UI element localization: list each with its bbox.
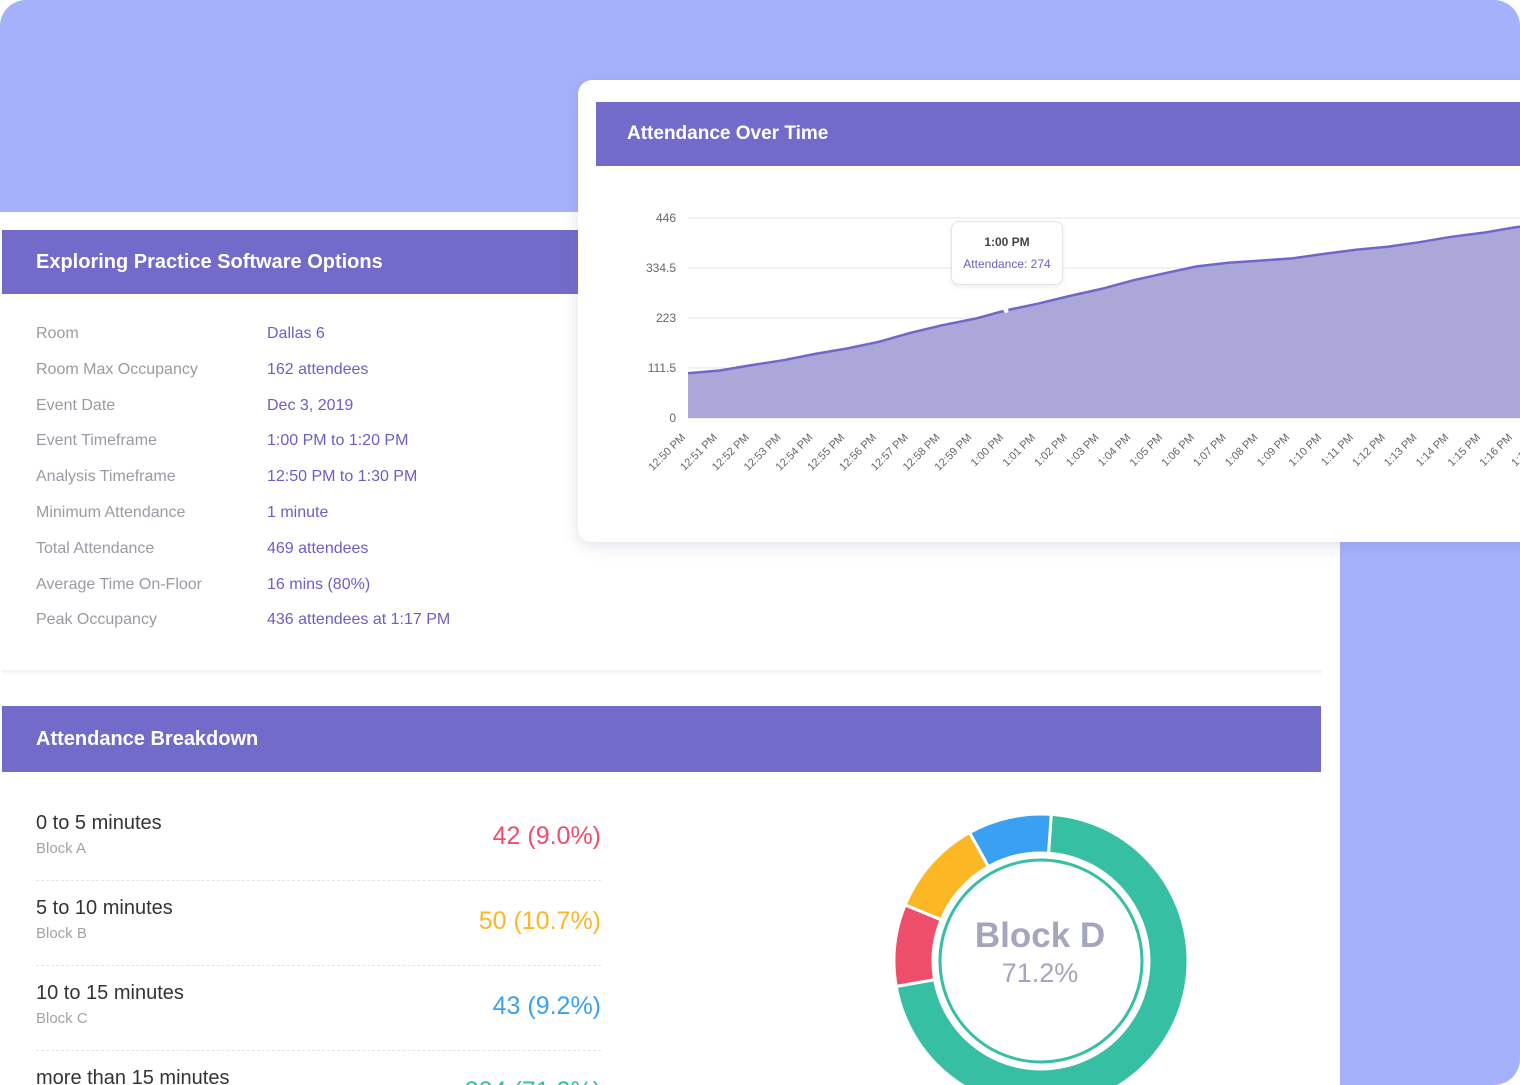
breakdown-value: 42 (9.0%) bbox=[492, 822, 601, 850]
x-tick-label: 1:03 PM bbox=[1064, 432, 1101, 469]
x-tick-label: 1:14 PM bbox=[1414, 432, 1451, 469]
data-point[interactable] bbox=[1003, 307, 1009, 313]
chart-title: Attendance Over Time bbox=[627, 123, 829, 144]
x-tick-label: 1:11 PM bbox=[1319, 432, 1356, 469]
x-tick-label: 1:13 PM bbox=[1382, 432, 1419, 469]
detail-value: 436 attendees at 1:17 PM bbox=[267, 611, 451, 629]
section-divider bbox=[2, 670, 1322, 676]
x-tick-label: 1:04 PM bbox=[1096, 432, 1133, 469]
breakdown-block: Block C bbox=[36, 1010, 88, 1027]
x-tick-label: 1:06 PM bbox=[1159, 432, 1196, 469]
x-tick-label: 1:01 PM bbox=[1000, 432, 1037, 469]
breakdown-range: 0 to 5 minutes bbox=[36, 812, 162, 834]
detail-value: 469 attendees bbox=[267, 539, 369, 557]
detail-label: Room Max Occupancy bbox=[36, 360, 198, 378]
detail-label: Average Time On-Floor bbox=[36, 575, 202, 593]
breakdown-item: 0 to 5 minutes Block A 42 (9.0%) bbox=[36, 800, 601, 884]
y-tick-label: 446 bbox=[656, 211, 676, 225]
breakdown-block: Block A bbox=[36, 840, 87, 857]
detail-label: Minimum Attendance bbox=[36, 504, 186, 521]
breakdown-range: more than 15 minutes bbox=[36, 1067, 230, 1085]
breakdown-value: 334 (71.2%) bbox=[465, 1077, 601, 1085]
tooltip-value: Attendance: 274 bbox=[963, 257, 1051, 271]
x-tick-label: 1:15 PM bbox=[1446, 432, 1483, 469]
detail-label: Room bbox=[36, 325, 79, 342]
detail-value: 162 attendees bbox=[267, 360, 369, 378]
detail-value: Dallas 6 bbox=[267, 325, 325, 342]
detail-label: Event Date bbox=[36, 396, 116, 414]
detail-label: Peak Occupancy bbox=[36, 611, 157, 629]
breakdown-item: 5 to 10 minutes Block B 50 (10.7%) bbox=[36, 885, 601, 969]
detail-value: 1:00 PM to 1:20 PM bbox=[267, 432, 409, 450]
x-tick-label: 1:07 PM bbox=[1191, 432, 1228, 469]
breakdown-header: Attendance Breakdown bbox=[2, 706, 1321, 772]
detail-label: Total Attendance bbox=[36, 539, 155, 557]
y-tick-label: 223 bbox=[656, 311, 676, 325]
attendance-line bbox=[687, 225, 1520, 375]
breakdown-range: 5 to 10 minutes bbox=[36, 897, 173, 919]
x-tick-label: 1:02 PM bbox=[1032, 432, 1069, 469]
y-tick-label: 334.5 bbox=[646, 261, 676, 275]
breakdown-value: 50 (10.7%) bbox=[478, 907, 601, 935]
donut-selected-ring bbox=[938, 858, 1144, 1064]
event-title: Exploring Practice Software Options bbox=[36, 250, 383, 273]
x-tick-label: 1:16 PM bbox=[1477, 432, 1514, 469]
breakdown-separator bbox=[36, 965, 601, 966]
breakdown-separator bbox=[36, 880, 601, 881]
x-tick-label: 1:09 PM bbox=[1255, 432, 1292, 469]
detail-value: 1 minute bbox=[267, 504, 329, 521]
chart-title-header: Attendance Over Time bbox=[596, 102, 1520, 166]
detail-label: Event Timeframe bbox=[36, 432, 157, 450]
donut-selected-percent: 71.2% bbox=[1001, 958, 1079, 988]
detail-value: 16 mins (80%) bbox=[267, 575, 371, 593]
breakdown-separator bbox=[36, 1050, 601, 1051]
breakdown-range: 10 to 15 minutes bbox=[36, 982, 184, 1004]
breakdown-value: 43 (9.2%) bbox=[492, 992, 601, 1020]
x-tick-label: 1:08 PM bbox=[1223, 432, 1260, 469]
x-tick-label: 1:05 PM bbox=[1128, 432, 1165, 469]
breakdown-title: Attendance Breakdown bbox=[36, 727, 259, 750]
y-tick-label: 111.5 bbox=[648, 361, 677, 375]
donut-center-label: Block D 71.2% bbox=[940, 916, 1140, 989]
y-tick-label: 0 bbox=[669, 411, 676, 425]
tooltip-title: 1:00 PM bbox=[984, 235, 1030, 249]
breakdown-item: 10 to 15 minutes Block C 43 (9.2%) bbox=[36, 970, 601, 1054]
breakdown-block: Block B bbox=[36, 925, 87, 942]
detail-value: 12:50 PM to 1:30 PM bbox=[267, 468, 418, 486]
x-tick-label: 1:12 PM bbox=[1350, 432, 1387, 469]
detail-value: Dec 3, 2019 bbox=[267, 396, 354, 414]
event-title-header: Exploring Practice Software Options bbox=[2, 230, 592, 294]
x-tick-label: 1:10 PM bbox=[1287, 432, 1324, 469]
x-tick-label: 1:00 PM bbox=[969, 432, 1006, 469]
donut-selected-name: Block D bbox=[974, 916, 1106, 955]
attendance-area bbox=[688, 226, 1520, 418]
detail-label: Analysis Timeframe bbox=[36, 468, 176, 486]
chart-tooltip: 1:00 PM Attendance: 274 bbox=[951, 221, 1063, 285]
donut-segment-block-c[interactable] bbox=[967, 812, 1053, 869]
donut-segment-block-d[interactable] bbox=[894, 812, 1190, 1085]
